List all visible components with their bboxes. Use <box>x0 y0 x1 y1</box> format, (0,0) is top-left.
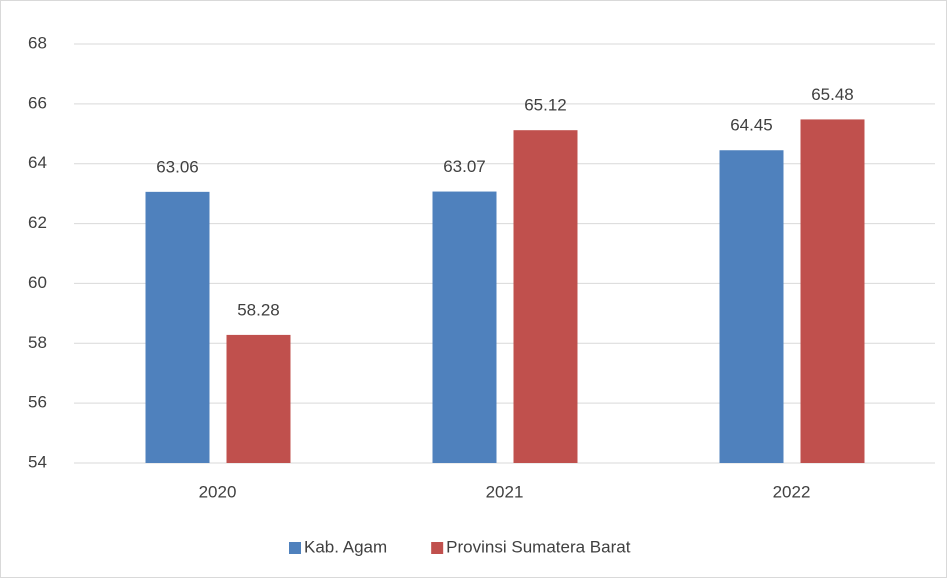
y-tick-label: 68 <box>28 33 47 52</box>
y-tick-label: 56 <box>28 393 47 412</box>
data-label: 63.06 <box>156 157 199 176</box>
data-label: 63.07 <box>443 157 486 176</box>
data-label: 65.12 <box>524 96 567 115</box>
legend-swatch <box>431 542 444 554</box>
y-tick-label: 66 <box>28 93 47 112</box>
bar <box>145 191 210 463</box>
legend-swatch <box>289 542 301 554</box>
bar <box>226 334 291 463</box>
data-label: 58.28 <box>237 300 280 319</box>
x-tick-label: 2021 <box>486 482 524 501</box>
legend-label: Kab. Agam <box>304 537 387 556</box>
x-tick-label: 2020 <box>199 482 237 501</box>
y-tick-label: 54 <box>28 452 47 471</box>
y-tick-label: 60 <box>28 273 47 292</box>
data-label: 65.48 <box>811 85 854 104</box>
y-tick-label: 62 <box>28 213 47 232</box>
x-tick-label: 2022 <box>773 482 811 501</box>
bar <box>800 119 865 464</box>
bar <box>432 191 497 463</box>
bar <box>719 150 784 463</box>
data-label: 64.45 <box>730 116 773 135</box>
bar <box>513 130 578 464</box>
y-tick-label: 64 <box>28 153 47 172</box>
legend-label: Provinsi Sumatera Barat <box>446 537 631 556</box>
y-tick-label: 58 <box>28 333 47 352</box>
